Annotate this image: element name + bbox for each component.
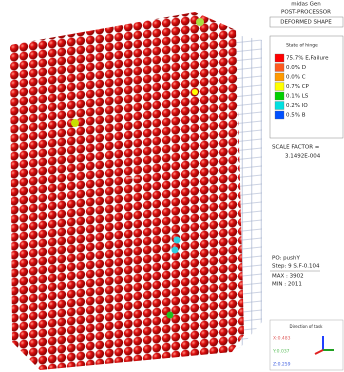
app-name: midas Gen	[291, 2, 321, 8]
legend-title: State of hinge	[286, 43, 318, 49]
legend-swatch	[275, 54, 284, 62]
legend-swatch	[275, 111, 284, 119]
info-line: PO: pushY	[272, 256, 300, 262]
info-line: MAX : 3902	[272, 274, 304, 280]
legend-swatch	[275, 83, 284, 91]
hinge-spheres	[10, 12, 244, 370]
scale-value: 3.1492E-004	[285, 154, 321, 160]
legend-label: 0.1% LS	[286, 94, 309, 100]
page: midas Gen POST-PROCESSOR DEFORMED SHAPE …	[0, 0, 344, 372]
axis-z: Z:0.259	[273, 362, 291, 368]
side-panel: midas Gen POST-PROCESSOR DEFORMED SHAPE …	[268, 0, 344, 372]
legend-label: 0.2% IO	[286, 103, 308, 109]
screen: midas Gen POST-PROCESSOR DEFORMED SHAPE …	[0, 0, 344, 372]
scale-label: SCALE FACTOR =	[272, 145, 320, 151]
view: DEFORMED SHAPE	[280, 20, 332, 26]
model-view	[10, 12, 262, 370]
hinge-marker	[174, 237, 181, 244]
legend-swatch	[275, 92, 284, 100]
axis-x: X:0.483	[273, 336, 291, 342]
hinge-marker	[196, 18, 204, 26]
hinge-marker	[192, 89, 198, 95]
legend-swatch	[275, 73, 284, 81]
legend-label: 0.0% C	[286, 75, 306, 81]
legend-label: 0.5% B	[286, 113, 306, 119]
hinge-marker	[167, 312, 174, 319]
hinge-marker	[71, 119, 79, 127]
legend-swatch	[275, 102, 284, 110]
info-line: Step: 9 S.F-0.104	[272, 264, 320, 270]
axis-title: Direction of task	[290, 324, 324, 329]
legend-label: 75.7% E,Failure	[286, 56, 329, 62]
legend-swatch	[275, 64, 284, 72]
hinge-marker	[172, 247, 179, 254]
legend-label: 0.0% D	[286, 65, 306, 71]
legend-label: 0.7% CP	[286, 84, 310, 90]
mode: POST-PROCESSOR	[281, 10, 331, 16]
axis-y: Y:0.037	[272, 349, 290, 355]
info-line: MIN : 2011	[272, 282, 302, 288]
